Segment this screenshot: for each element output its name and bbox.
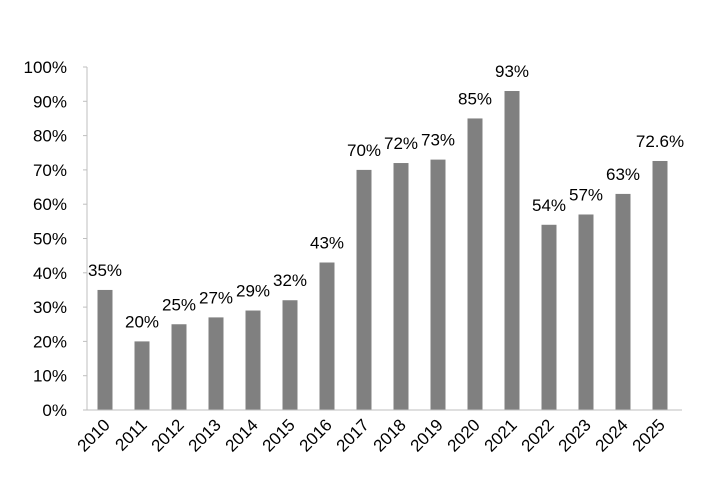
bar — [356, 169, 372, 410]
bar — [171, 324, 187, 410]
bar — [282, 300, 298, 410]
x-tick-label: 2013 — [185, 415, 225, 455]
bar — [245, 310, 261, 410]
bar — [134, 341, 150, 410]
data-label: 63% — [606, 165, 640, 184]
x-tick-label: 2025 — [629, 415, 669, 455]
bar — [430, 159, 446, 410]
x-axis: 2010201120122013201420152016201720182019… — [74, 409, 682, 456]
x-tick-label: 2015 — [259, 415, 299, 455]
y-tick-label: 40% — [33, 264, 67, 283]
y-axis: 0% 10% 20% 30% 40% 50% 60% 70% 80% 90% 100% — [24, 58, 88, 420]
x-tick-label: 2011 — [112, 415, 151, 454]
y-tick-label: 30% — [33, 298, 67, 317]
data-label: 73% — [421, 131, 455, 150]
bar — [467, 118, 483, 410]
bar — [578, 214, 594, 410]
data-label: 57% — [569, 185, 603, 204]
bar — [504, 91, 520, 410]
bar — [97, 289, 113, 410]
data-label: 20% — [125, 312, 159, 331]
y-tick-label: 50% — [33, 230, 67, 249]
y-tick-label: 0% — [42, 401, 67, 420]
bar — [208, 317, 224, 410]
x-tick-label: 2019 — [407, 415, 447, 455]
x-tick-label: 2024 — [592, 415, 632, 455]
x-tick-label: 2022 — [518, 415, 558, 455]
y-tick-label: 90% — [33, 92, 67, 111]
y-tick-label: 10% — [33, 367, 67, 386]
data-label: 85% — [458, 89, 492, 108]
data-label: 72% — [384, 134, 418, 153]
x-tick-label: 2016 — [296, 415, 336, 455]
data-label: 93% — [495, 62, 529, 81]
bar — [615, 193, 631, 410]
bars — [97, 91, 668, 410]
x-tick-label: 2021 — [481, 415, 521, 455]
x-tick-label: 2014 — [222, 415, 262, 455]
data-label: 25% — [162, 295, 196, 314]
y-tick-label: 100% — [24, 58, 67, 77]
data-labels: 35% 20%25% 27% 29%32%43% 70% 72% 73% 85%93% 54%5… — [88, 62, 684, 331]
y-tick-label: 20% — [33, 332, 67, 351]
x-tick-label: 2010 — [74, 415, 114, 455]
bar — [393, 163, 409, 410]
x-tick-label: 2020 — [444, 415, 484, 455]
bar — [541, 224, 557, 410]
bar — [652, 160, 668, 410]
x-tick-label: 2017 — [333, 415, 373, 455]
data-label: 27% — [199, 288, 233, 307]
data-label: 72.6% — [636, 132, 684, 151]
x-tick-label: 2023 — [555, 415, 595, 455]
x-tick-label: 2012 — [148, 415, 188, 455]
y-tick-label: 80% — [33, 127, 67, 146]
data-label: 54% — [532, 196, 566, 215]
data-label: 32% — [273, 271, 307, 290]
bar — [319, 262, 335, 410]
x-tick-label: 2018 — [370, 415, 410, 455]
data-label: 70% — [347, 141, 381, 160]
data-label: 29% — [236, 282, 270, 301]
y-tick-label: 60% — [33, 195, 67, 214]
data-label: 43% — [310, 234, 344, 253]
y-tick-label: 70% — [33, 161, 67, 180]
data-label: 35% — [88, 261, 122, 280]
